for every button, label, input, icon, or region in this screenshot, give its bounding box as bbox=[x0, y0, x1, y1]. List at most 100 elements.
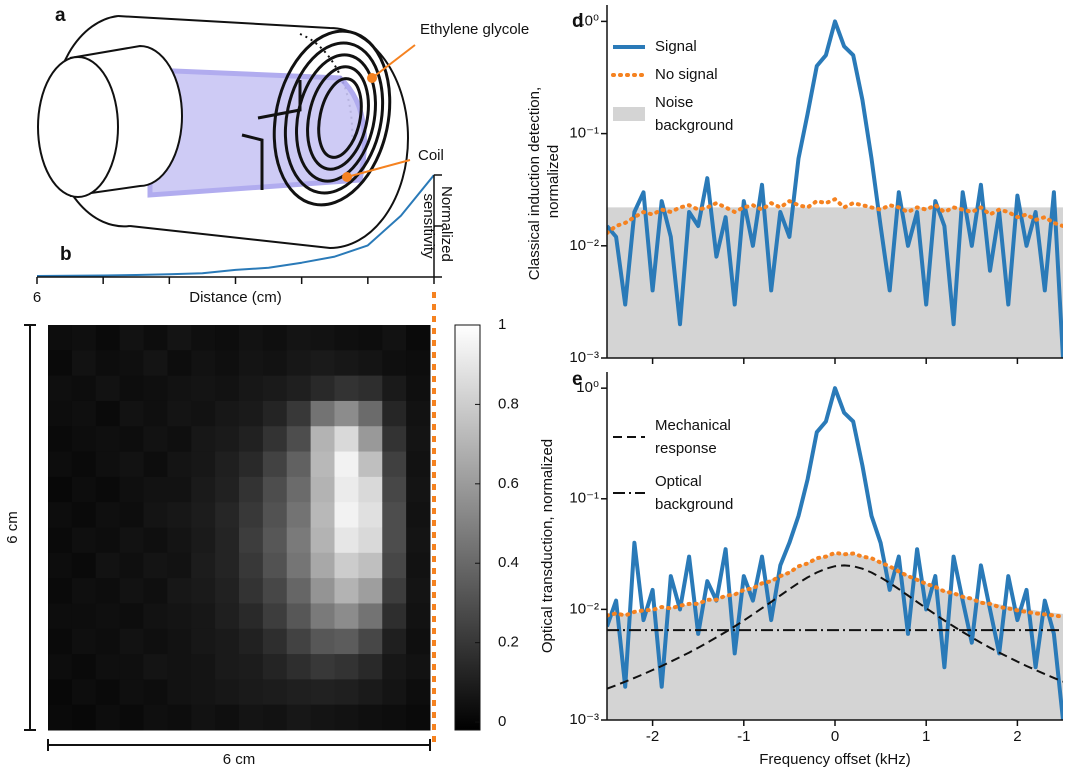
heatmap-cell bbox=[48, 578, 73, 604]
heatmap-cell bbox=[382, 603, 407, 630]
colorbar-tick-label: 0 bbox=[498, 713, 506, 730]
heatmap-cell bbox=[71, 654, 97, 680]
heatmap-cell bbox=[286, 350, 312, 377]
heatmap-cell bbox=[167, 704, 192, 731]
heatmap-cell bbox=[215, 578, 240, 604]
heatmap-cell bbox=[191, 426, 216, 453]
heatmap-cell bbox=[262, 426, 288, 453]
heatmap-cell bbox=[406, 426, 431, 453]
annotation-dot bbox=[342, 172, 352, 182]
heatmap-cell bbox=[382, 654, 407, 680]
annotation-line bbox=[346, 159, 411, 178]
heatmap-cell bbox=[382, 350, 407, 377]
x-tick-label: -1 bbox=[737, 728, 750, 745]
y-tick-label: 10⁻³ bbox=[569, 349, 599, 366]
heatmap-cell bbox=[119, 350, 144, 377]
heatmap-cell bbox=[406, 325, 431, 351]
plot-area bbox=[607, 19, 1063, 358]
annotation: Ethylene glycole bbox=[420, 21, 529, 38]
heatmap-cell bbox=[143, 350, 168, 377]
heatmap-cell bbox=[239, 350, 264, 377]
heatmap-cell bbox=[71, 603, 97, 630]
heatmap-cell bbox=[358, 552, 383, 579]
heatmap-cell bbox=[95, 527, 121, 554]
heatmap-cell bbox=[119, 325, 144, 351]
heatmap-cell bbox=[215, 400, 240, 427]
heatmap-cell bbox=[119, 451, 144, 478]
heatmap-cell bbox=[382, 527, 407, 554]
heatmap-cell bbox=[334, 628, 359, 655]
heatmap-cell bbox=[286, 451, 312, 478]
heatmap-cell bbox=[95, 552, 121, 579]
heatmap-cell bbox=[406, 603, 431, 630]
heatmap-cell bbox=[191, 628, 216, 655]
heatmap-cell bbox=[143, 426, 168, 453]
heatmap-cell bbox=[262, 325, 288, 351]
heatmap-cell bbox=[48, 628, 73, 655]
heatmap-cell bbox=[71, 578, 97, 604]
heatmap-cell bbox=[239, 375, 264, 402]
heatmap-cell bbox=[71, 704, 97, 731]
colorbar-tick-label: 0.2 bbox=[498, 634, 519, 651]
heatmap-cell bbox=[48, 375, 73, 402]
heatmap-cell bbox=[406, 578, 431, 604]
colorbar-tick-label: 1 bbox=[498, 316, 506, 333]
line bbox=[607, 19, 1063, 358]
heatmap-cell bbox=[382, 704, 407, 731]
heatmap-cell bbox=[239, 552, 264, 579]
heatmap-cell bbox=[191, 578, 216, 604]
heatmap-cell bbox=[143, 476, 168, 503]
heatmap-cell bbox=[48, 603, 73, 630]
heatmap-cell bbox=[286, 654, 312, 680]
x-tick-label: 0 bbox=[831, 728, 839, 745]
scale-bar bbox=[24, 324, 36, 731]
heatmap-cell bbox=[119, 704, 144, 731]
heatmap-cell bbox=[334, 679, 359, 706]
x-tick-label: 1 bbox=[922, 728, 930, 745]
heatmap-cell bbox=[239, 654, 264, 680]
heatmap-cell bbox=[358, 527, 383, 554]
heatmap-cell bbox=[358, 375, 383, 402]
heatmap-cell bbox=[95, 375, 121, 402]
heatmap-cell bbox=[191, 325, 216, 351]
legend-label: No signal bbox=[655, 66, 718, 83]
heatmap-cell bbox=[310, 451, 335, 478]
fluid bbox=[147, 67, 367, 198]
x-tick-label: 2 bbox=[1013, 728, 1021, 745]
heatmap-cell bbox=[215, 325, 240, 351]
heatmap-cell bbox=[382, 502, 407, 528]
heatmap-cell bbox=[48, 679, 73, 706]
heatmap-cell bbox=[239, 325, 264, 351]
heatmap-cell bbox=[119, 603, 144, 630]
heatmap-cell bbox=[71, 451, 97, 478]
heatmap-cell bbox=[310, 426, 335, 453]
heatmap-cell bbox=[286, 603, 312, 630]
heatmap-cell bbox=[191, 704, 216, 731]
heatmap-cell bbox=[334, 603, 359, 630]
legend-label: Mechanical response bbox=[655, 417, 735, 457]
heatmap-cell bbox=[143, 603, 168, 630]
heatmap-cell bbox=[191, 502, 216, 528]
heatmap-cell bbox=[48, 552, 73, 579]
heatmap-cell bbox=[167, 603, 192, 630]
heatmap-cell bbox=[310, 628, 335, 655]
annotation-line bbox=[371, 44, 416, 79]
colorbar-tick-label: 0.6 bbox=[498, 475, 519, 492]
heatmap-cell bbox=[334, 476, 359, 503]
heatmap-cell bbox=[310, 400, 335, 427]
heatmap-cell bbox=[71, 502, 97, 528]
heatmap-cell bbox=[262, 654, 288, 680]
heatmap-cell bbox=[215, 527, 240, 554]
panel-label: d bbox=[572, 11, 584, 32]
heatmap-cell bbox=[382, 552, 407, 579]
line bbox=[37, 174, 434, 277]
line bbox=[607, 386, 1063, 720]
heatmap-cell bbox=[358, 704, 383, 731]
heatmap-cell bbox=[310, 375, 335, 402]
heatmap-cell bbox=[310, 679, 335, 706]
heatmap-cell bbox=[262, 375, 288, 402]
y-tick-label: 10⁰ bbox=[576, 12, 599, 29]
heatmap-cell bbox=[334, 426, 359, 453]
heatmap-cell bbox=[358, 325, 383, 351]
heatmap-cell bbox=[286, 527, 312, 554]
